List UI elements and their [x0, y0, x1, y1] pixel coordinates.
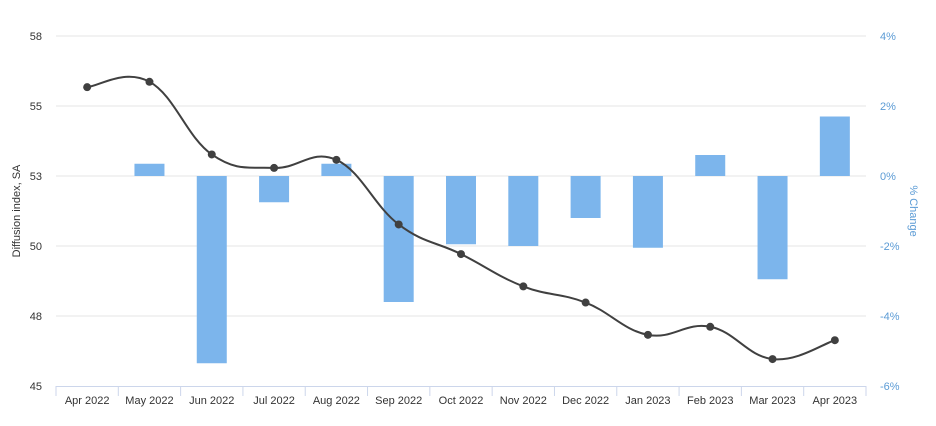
y-right-tick-label: -6% [880, 381, 900, 393]
y-left-tick-label: 53 [30, 171, 42, 183]
x-tick-label: Jan 2023 [625, 395, 670, 407]
line-point[interactable] [581, 298, 590, 307]
line-point[interactable] [332, 155, 341, 164]
line-series [83, 75, 839, 364]
bar[interactable] [196, 176, 227, 364]
x-tick-label: Nov 2022 [500, 395, 547, 407]
bar[interactable] [570, 176, 601, 218]
bar[interactable] [383, 176, 414, 302]
line-point[interactable] [830, 336, 839, 345]
x-tick-label: Dec 2022 [562, 395, 609, 407]
bar[interactable] [321, 163, 352, 176]
y-left-tick-label: 48 [30, 311, 42, 323]
line-point[interactable] [643, 330, 652, 339]
bar[interactable] [695, 155, 726, 176]
y-right-tick-label: 2% [880, 101, 896, 113]
axes [55, 386, 867, 396]
x-tick-label: Feb 2023 [687, 395, 733, 407]
bar[interactable] [134, 163, 165, 176]
line-point[interactable] [519, 282, 528, 291]
y-left-tick-label: 58 [30, 31, 42, 43]
line-point[interactable] [83, 83, 92, 92]
y-right-tick-label: -2% [880, 241, 900, 253]
line-point[interactable] [768, 355, 777, 364]
axis-labels: 58 4% 55 2% 53 0% 50 -2% 48 -4% 45 -6% Apr 2022 May 2… [11, 31, 919, 407]
line-point[interactable] [457, 250, 465, 259]
x-tick-label: Jul 2022 [253, 395, 295, 407]
x-tick-label: May 2022 [125, 395, 173, 407]
x-tick-label: Apr 2022 [65, 395, 110, 407]
bar-series [134, 116, 850, 364]
y-left-tick-label: 50 [30, 241, 42, 253]
x-tick-label: Aug 2022 [313, 395, 360, 407]
line-point[interactable] [394, 220, 403, 229]
bar[interactable] [508, 176, 539, 246]
line-point[interactable] [270, 163, 279, 172]
y-right-tick-label: 0% [880, 171, 896, 183]
x-tick-label: Oct 2022 [439, 395, 484, 407]
line-point[interactable] [145, 77, 154, 86]
x-tick-label: Apr 2023 [813, 395, 858, 407]
bar[interactable] [819, 116, 850, 177]
bar[interactable] [446, 176, 476, 245]
y-right-axis-title: % Change [907, 185, 919, 236]
y-left-axis-title: Diffusion index, SA [11, 164, 23, 257]
y-right-tick-label: 4% [880, 31, 896, 43]
bar[interactable] [757, 176, 788, 280]
y-right-tick-label: -4% [880, 311, 900, 323]
bar[interactable] [632, 176, 663, 248]
line-point[interactable] [207, 150, 216, 159]
x-tick-label: Sep 2022 [375, 395, 422, 407]
y-left-tick-label: 45 [30, 381, 42, 393]
bar[interactable] [259, 176, 290, 203]
x-tick-label: Mar 2023 [749, 395, 795, 407]
y-left-tick-label: 55 [30, 101, 42, 113]
x-tick-label: Jun 2022 [189, 395, 234, 407]
line-point[interactable] [706, 322, 715, 331]
